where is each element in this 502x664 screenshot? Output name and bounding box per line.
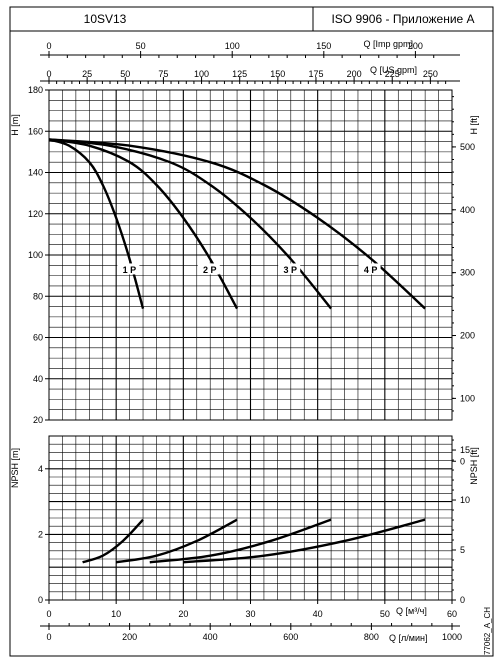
npsh-y-axis-label: NPSH [m] (10, 448, 20, 488)
head-ft-tick-label: 300 (460, 268, 475, 278)
us-gpm-tick-label: 0 (46, 69, 51, 79)
head-curve-label-bg (117, 263, 140, 275)
us-gpm-tick-label: 75 (158, 69, 168, 79)
head-curve-4p (48, 138, 426, 310)
head-y-tick-label: 60 (33, 333, 43, 343)
npsh-curve-4p (183, 518, 426, 564)
us-gpm-tick-label: 175 (308, 69, 323, 79)
m3h-label-bg (393, 604, 435, 616)
npsh-ft-tick-label: 15 (460, 445, 470, 455)
imp-gpm-tick-label: 150 (316, 41, 331, 51)
head-y-tick-label: 20 (33, 415, 43, 425)
m3h-tick-label: 50 (380, 609, 390, 619)
m3h-tick-label: 20 (178, 609, 188, 619)
us-gpm-tick-label: 50 (120, 69, 130, 79)
us-gpm-tick-label: 250 (423, 69, 438, 79)
head-y-axis-label: H [m] (10, 114, 20, 136)
header-box (9, 6, 494, 32)
npsh-y-tick-label: 0 (38, 595, 43, 605)
imp-gpm-tick-label: 200 (408, 41, 423, 51)
lmin-tick-label: 1000 (442, 632, 462, 642)
head-ft-tick-label: 0 (460, 456, 465, 466)
lmin-tick-label: 800 (364, 632, 379, 642)
npsh-curve-3p (149, 518, 332, 564)
chart-frame (9, 30, 494, 657)
imp-gpm-tick-label: 50 (136, 41, 146, 51)
head-ft-axis-label: H [ft] (469, 115, 479, 134)
npsh-curve-2p (115, 518, 238, 564)
us-gpm-tick-label: 225 (385, 69, 400, 79)
lmin-tick-label: 200 (122, 632, 137, 642)
head-curve-label-bg (197, 263, 220, 275)
drawing-code: 77062_A_CH (483, 607, 492, 655)
us-gpm-tick-label: 25 (82, 69, 92, 79)
head-curve-1p (48, 138, 145, 309)
lmin-tick-label: 400 (203, 632, 218, 642)
head-y-tick-label: 120 (28, 209, 43, 219)
head-curve-label-2p: 2 P (203, 265, 217, 275)
head-ft-tick-label: 500 (460, 142, 475, 152)
standard-label: ISO 9906 - Приложение A (331, 12, 474, 26)
head-ft-tick-label: 400 (460, 205, 475, 215)
lmin-label-bg (386, 631, 438, 643)
lmin-tick-label: 600 (283, 632, 298, 642)
head-y-tick-label: 180 (28, 85, 43, 95)
head-curve-label-3p: 3 P (283, 265, 297, 275)
npsh-ft-tick-label: 5 (460, 545, 465, 555)
m3h-tick-label: 10 (111, 609, 121, 619)
head-plot: 20 40 60 80 100 120 140 160 180 H [m] 0 100 200 300 40… (10, 85, 479, 466)
head-y-tick-label: 40 (33, 374, 43, 384)
us-gpm-tick-label: 100 (194, 69, 209, 79)
head-curve-label-bg (278, 263, 301, 275)
npsh-ft-tick-label: 10 (460, 495, 470, 505)
m3h-tick-label: 0 (46, 609, 51, 619)
npsh-y-tick-label: 2 (38, 529, 43, 539)
head-y-tick-label: 100 (28, 250, 43, 260)
imp-gpm-tick-label: 100 (225, 41, 240, 51)
head-y-tick-label: 140 (28, 168, 43, 178)
npsh-curve-1p (82, 518, 144, 564)
us-gpm-tick-label: 125 (232, 69, 247, 79)
imp-gpm-tick-label: 0 (46, 41, 51, 51)
lmin-axis-label: Q [л/мин] (389, 633, 427, 643)
head-curve-3p (48, 138, 333, 310)
head-ft-tick-label: 200 (460, 331, 475, 341)
us-gpm-axis-label: Q [US gpm] (370, 65, 417, 75)
head-curve-label-1p: 1 P (123, 265, 137, 275)
us-gpm-tick-label: 200 (347, 69, 362, 79)
model-label: 10SV13 (84, 12, 127, 26)
head-curve-label-bg (358, 263, 381, 275)
m3h-tick-label: 40 (313, 609, 323, 619)
m3h-tick-label: 60 (447, 609, 457, 619)
lmin-tick-label: 0 (46, 632, 51, 642)
m3h-tick-label: 30 (245, 609, 255, 619)
head-curve-label-4p: 4 P (364, 265, 378, 275)
npsh-ft-tick-label: 0 (460, 595, 465, 605)
npsh-y-tick-label: 4 (38, 464, 43, 474)
head-y-tick-label: 80 (33, 291, 43, 301)
imp-gpm-axis-label: Q [Imp gpm] (363, 39, 413, 49)
head-ft-tick-label: 100 (460, 393, 475, 403)
us-gpm-tick-label: 150 (270, 69, 285, 79)
m3h-axis-label: Q [м³/ч] (396, 606, 427, 616)
npsh-ft-axis-label: NPSH [ft] (469, 447, 479, 485)
head-curve-2p (48, 138, 239, 310)
head-y-tick-label: 160 (28, 126, 43, 136)
